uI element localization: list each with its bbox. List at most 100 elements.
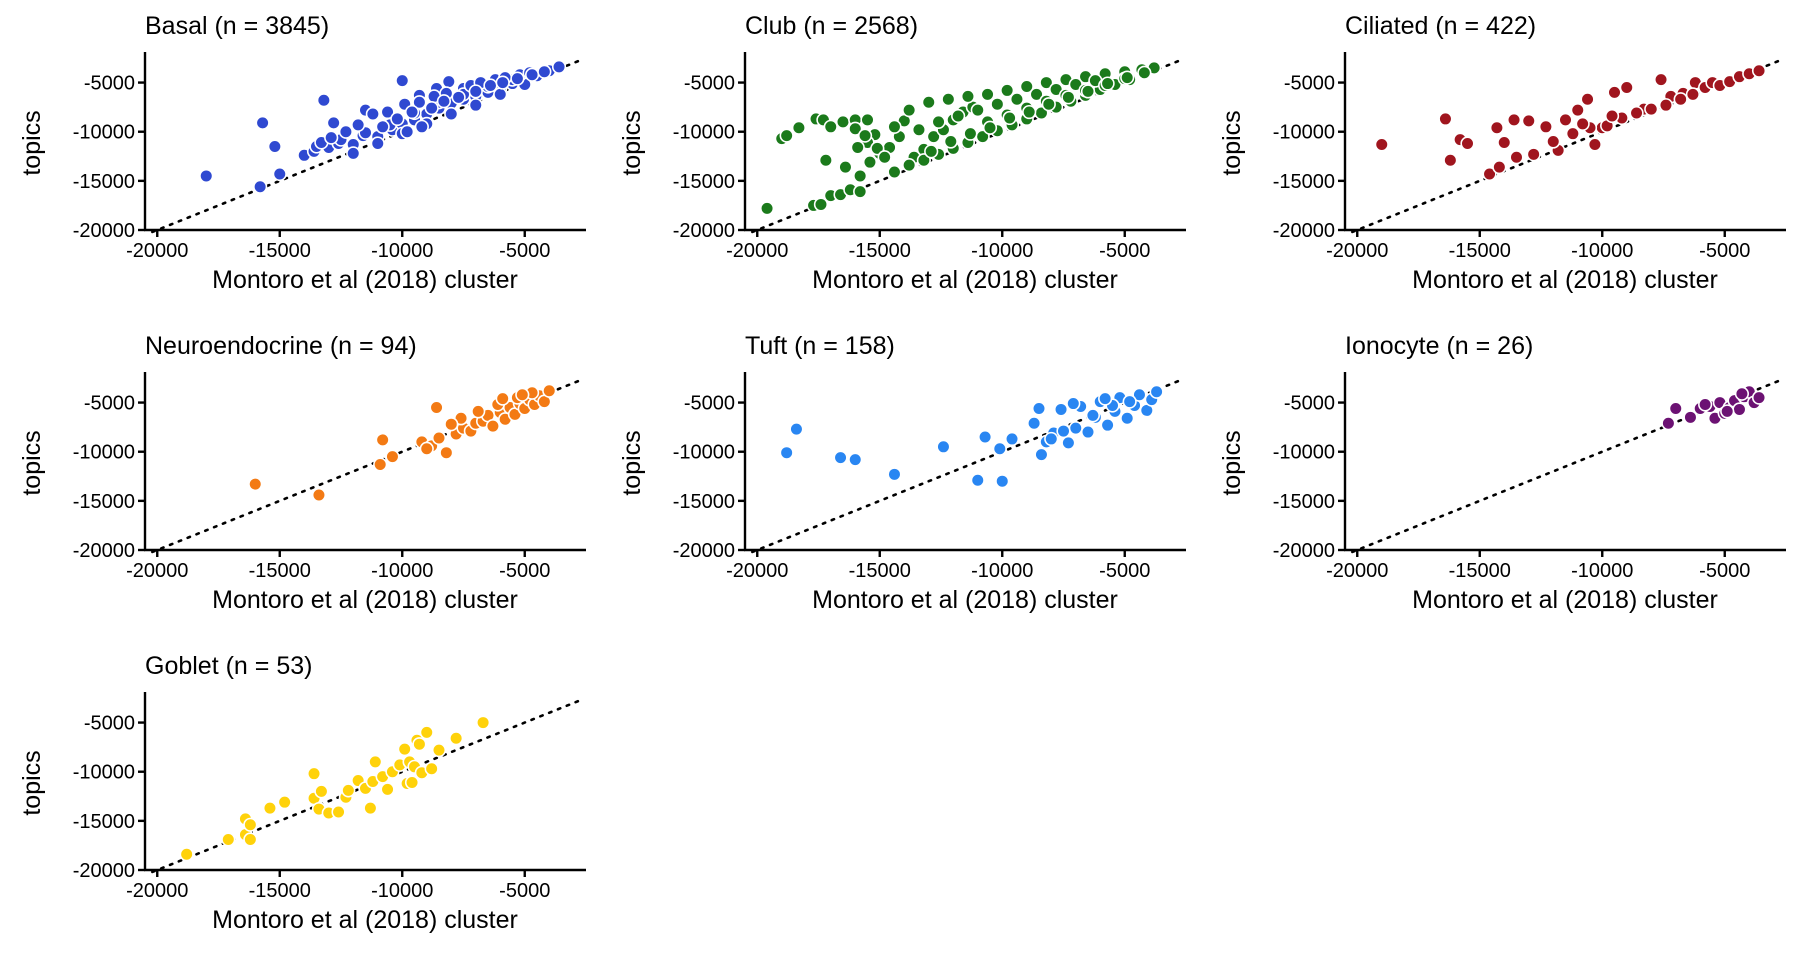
data-point (789, 422, 804, 437)
data-point (1644, 102, 1659, 117)
x-tick-label: -15000 (249, 880, 311, 902)
data-point (887, 119, 902, 134)
points-group (1661, 384, 1767, 431)
points-group (1374, 63, 1767, 182)
data-point (370, 136, 385, 151)
data-point (1374, 137, 1389, 152)
data-point (1120, 70, 1135, 85)
data-point (449, 731, 464, 746)
data-point (468, 84, 483, 99)
panel-title: Neuroendocrine (n = 94) (145, 332, 417, 360)
data-point (1506, 112, 1522, 128)
data-point (759, 201, 775, 216)
data-point (887, 467, 902, 482)
points-group (759, 60, 1162, 216)
x-tick-label: -10000 (1571, 560, 1633, 582)
x-tick-label: -5000 (499, 560, 550, 582)
y-tick-label: -20000 (73, 860, 135, 882)
data-point (419, 441, 434, 456)
data-point (400, 124, 415, 139)
x-tick-label: -10000 (971, 240, 1033, 262)
data-point (921, 95, 936, 110)
data-point (1720, 404, 1735, 419)
data-point (515, 387, 530, 402)
identity-reference-line (751, 378, 1183, 554)
data-point (818, 153, 833, 168)
data-point (1604, 108, 1620, 124)
data-point (1137, 65, 1152, 80)
x-axis-title: Montoro et al (2018) cluster (212, 906, 518, 934)
data-point (853, 184, 868, 199)
data-point (960, 89, 976, 104)
data-point (943, 134, 958, 149)
data-point (373, 457, 388, 472)
x-tick-label: -10000 (371, 560, 433, 582)
data-point (1026, 416, 1042, 431)
x-tick-label: -20000 (1326, 560, 1388, 582)
data-point (1041, 97, 1056, 112)
identity-reference-line (151, 378, 583, 554)
data-point (351, 117, 366, 132)
data-point (324, 130, 339, 145)
y-axis-title: topics (18, 430, 46, 495)
identity-reference-line (1351, 58, 1783, 234)
data-point (253, 179, 268, 194)
scatter-panel-4: Neuroendocrine (n = 94) -20000 -15000 -1000… (18, 332, 586, 614)
data-point (1683, 410, 1698, 425)
scatter-panel-5: Tuft (n = 158) -20000 -15000 -10000 -5000 -20… (618, 332, 1186, 614)
data-point (483, 78, 498, 93)
y-tick-label: -10000 (1273, 442, 1335, 464)
y-axis-title: topics (618, 110, 646, 175)
data-point (510, 71, 525, 86)
data-point (412, 95, 427, 110)
data-point (424, 101, 439, 116)
data-point (338, 124, 354, 139)
data-point (277, 795, 292, 810)
data-point (316, 93, 331, 108)
x-axis-title: Montoro et al (2018) cluster (812, 266, 1118, 294)
data-point (441, 74, 456, 89)
data-point (262, 800, 278, 816)
scatter-panel-6: Ionocyte (n = 26) -20000 -15000 -10000 -5000… (1218, 332, 1786, 614)
data-point (1044, 431, 1059, 447)
data-point (380, 104, 395, 120)
data-point (404, 775, 420, 790)
data-point (1056, 423, 1071, 439)
data-point (1100, 76, 1115, 91)
y-tick-label: -15000 (673, 171, 735, 193)
data-point (248, 477, 263, 492)
data-point (951, 108, 966, 124)
data-point (926, 129, 941, 144)
scatter-panel-2: Club (n = 2568) -20000 -15000 -10000 -5000 -2… (618, 12, 1186, 294)
data-point (1619, 80, 1634, 95)
data-point (267, 139, 282, 154)
y-tick-label: -10000 (73, 442, 135, 464)
data-point (375, 432, 390, 448)
points-group (779, 384, 1164, 489)
scatter-panel-7: Goblet (n = 53) -20000 -15000 -10000 -5000 -2… (18, 652, 586, 934)
data-point (331, 804, 346, 820)
data-point (1061, 435, 1076, 450)
data-point (1732, 402, 1747, 417)
data-point (931, 114, 946, 129)
data-point (1100, 418, 1115, 433)
data-point (813, 197, 829, 212)
data-point (1122, 394, 1137, 409)
data-point (1080, 424, 1096, 440)
data-point (272, 166, 287, 182)
data-point (1482, 166, 1497, 182)
data-point (1031, 401, 1047, 416)
data-point (471, 404, 486, 419)
data-point (970, 473, 985, 488)
data-point (1443, 153, 1458, 168)
data-point (1039, 75, 1054, 90)
data-point (537, 64, 552, 79)
data-point (412, 737, 427, 752)
data-point (1658, 98, 1674, 113)
data-point (1085, 408, 1100, 423)
data-point (850, 140, 865, 155)
data-point (941, 92, 956, 107)
data-point (431, 742, 447, 758)
data-point (179, 847, 194, 862)
